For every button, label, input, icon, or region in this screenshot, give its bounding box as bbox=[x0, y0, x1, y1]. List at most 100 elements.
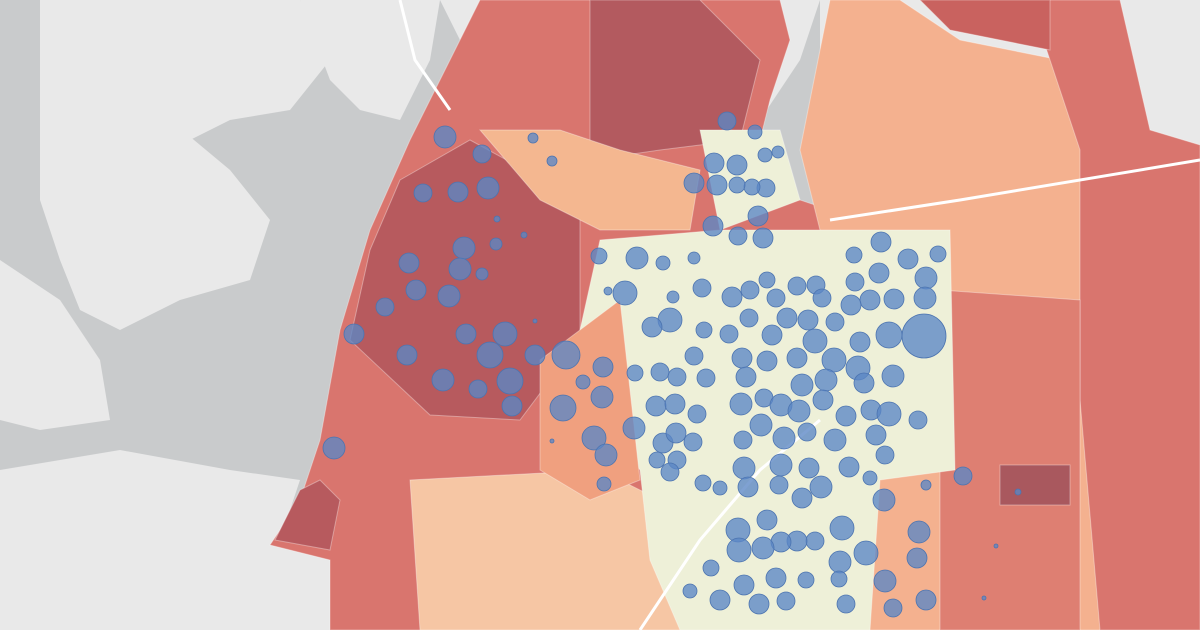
bubble bbox=[626, 364, 644, 382]
bubble bbox=[901, 313, 947, 359]
bubble-layer bbox=[322, 111, 1022, 618]
bubble bbox=[812, 288, 832, 308]
bubble bbox=[1014, 488, 1022, 496]
bubble bbox=[743, 178, 761, 196]
bubble bbox=[823, 428, 847, 452]
bubble bbox=[731, 347, 753, 369]
bubble bbox=[590, 385, 614, 409]
tract-east-strip bbox=[1029, 0, 1200, 630]
bubble bbox=[717, 111, 737, 131]
bubble bbox=[603, 286, 613, 296]
bubble bbox=[883, 288, 905, 310]
shore-south bbox=[0, 450, 330, 630]
bubble bbox=[549, 438, 555, 444]
bubble bbox=[797, 309, 819, 331]
road bbox=[398, 0, 452, 111]
bubble bbox=[520, 231, 528, 239]
bubble bbox=[747, 205, 769, 227]
bubble bbox=[476, 176, 500, 200]
bubble bbox=[622, 416, 646, 440]
bubble bbox=[476, 341, 504, 369]
bubble bbox=[737, 476, 759, 498]
bubble bbox=[692, 278, 712, 298]
bubble bbox=[655, 255, 671, 271]
bubble bbox=[650, 362, 670, 382]
bubble bbox=[532, 318, 538, 324]
bubble bbox=[883, 598, 903, 618]
bubble bbox=[501, 395, 523, 417]
tract-east-dark bbox=[999, 464, 1071, 506]
bubble bbox=[452, 236, 476, 260]
bubble bbox=[702, 559, 720, 577]
bubble bbox=[703, 152, 725, 174]
bubble bbox=[687, 404, 707, 424]
bubble bbox=[868, 262, 890, 284]
bubble bbox=[726, 537, 752, 563]
bubble bbox=[771, 145, 785, 159]
bubble bbox=[726, 154, 748, 176]
bubble bbox=[437, 284, 461, 308]
bubble bbox=[751, 536, 775, 560]
bubble bbox=[590, 247, 608, 265]
bubble bbox=[694, 474, 712, 492]
bubble bbox=[993, 543, 999, 549]
bubble bbox=[733, 574, 755, 596]
bubble bbox=[728, 176, 746, 194]
bubble bbox=[712, 480, 728, 496]
headland bbox=[300, 0, 440, 120]
bubble bbox=[786, 347, 808, 369]
bubble bbox=[665, 422, 687, 444]
bubble bbox=[875, 445, 895, 465]
bubble bbox=[405, 279, 427, 301]
bubble bbox=[749, 413, 773, 437]
bubble bbox=[787, 276, 807, 296]
bubble bbox=[695, 321, 713, 339]
bubble bbox=[398, 252, 420, 274]
bubble bbox=[660, 462, 680, 482]
bubble bbox=[853, 372, 875, 394]
bubble bbox=[343, 323, 365, 345]
bubble bbox=[735, 366, 757, 388]
bubble bbox=[322, 436, 346, 460]
bubble bbox=[641, 316, 663, 338]
bubble bbox=[862, 470, 878, 486]
bubble bbox=[828, 550, 852, 574]
bubble bbox=[914, 266, 938, 290]
bubble bbox=[809, 475, 833, 499]
bubble bbox=[496, 367, 524, 395]
bubble bbox=[776, 591, 796, 611]
bubble bbox=[769, 475, 789, 495]
bubble bbox=[551, 340, 581, 370]
bubble bbox=[776, 307, 798, 329]
bubble bbox=[375, 297, 395, 317]
bubble bbox=[396, 344, 418, 366]
bubble bbox=[821, 347, 847, 373]
bubble bbox=[447, 181, 469, 203]
bubble bbox=[765, 567, 787, 589]
bubble bbox=[797, 422, 817, 442]
bubble bbox=[740, 280, 760, 300]
tract-north-peach bbox=[478, 129, 701, 231]
bubble bbox=[596, 476, 612, 492]
tract-east-middle bbox=[939, 289, 1081, 630]
bubble bbox=[612, 280, 638, 306]
bubble bbox=[915, 589, 937, 611]
bubble bbox=[448, 257, 472, 281]
bubble bbox=[549, 394, 577, 422]
bubble bbox=[431, 368, 455, 392]
bubble bbox=[489, 237, 503, 251]
bubble bbox=[981, 595, 987, 601]
bubble bbox=[683, 172, 705, 194]
bubble bbox=[814, 368, 838, 392]
bubble bbox=[687, 251, 701, 265]
bubble bbox=[908, 410, 928, 430]
bubble bbox=[790, 373, 814, 397]
bubble bbox=[666, 290, 680, 304]
bubble bbox=[468, 379, 488, 399]
bubble bbox=[849, 331, 871, 353]
bubble bbox=[413, 183, 433, 203]
bubble bbox=[739, 308, 759, 328]
bubble bbox=[684, 346, 704, 366]
bubble bbox=[702, 215, 724, 237]
bubble bbox=[791, 487, 813, 509]
